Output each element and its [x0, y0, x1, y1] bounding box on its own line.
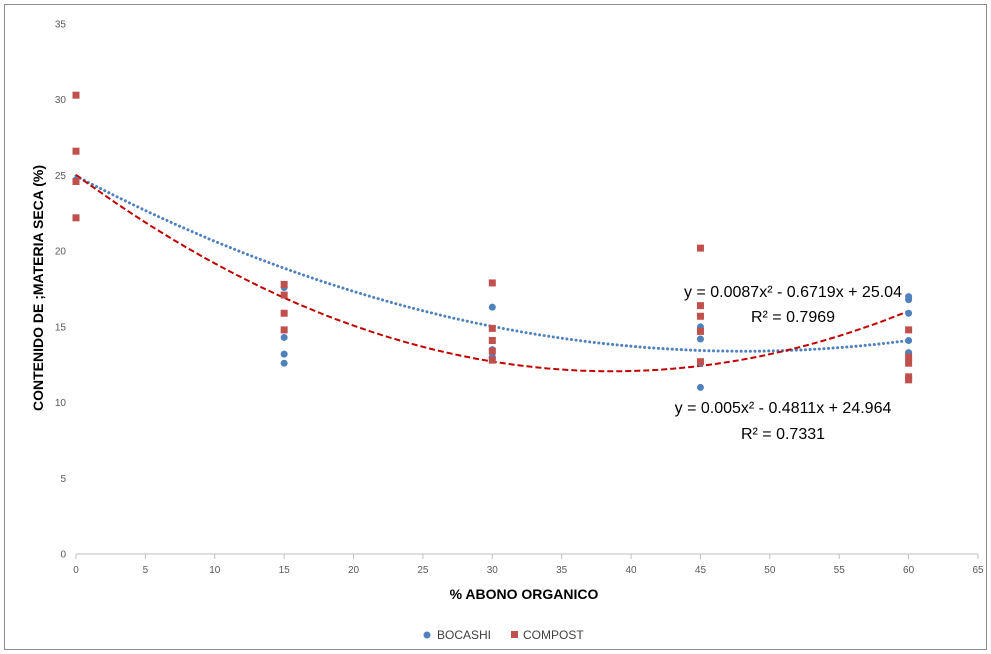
compost-point	[280, 309, 288, 317]
legend: BOCASHI COMPOST	[423, 628, 584, 642]
compost-point	[280, 326, 288, 334]
compost-point	[696, 327, 704, 335]
y-tick-label: 5	[60, 474, 66, 485]
legend-label-bocashi: BOCASHI	[437, 628, 491, 642]
x-tick-label: 25	[417, 565, 429, 576]
compost-point	[905, 376, 913, 384]
bocashi-point	[905, 296, 913, 304]
bocashi-trendline	[74, 174, 911, 353]
compost-point	[72, 214, 80, 222]
x-tick-label: 20	[348, 565, 360, 576]
compost-point	[72, 177, 80, 185]
x-axis-ticks: 0 5 10 15 20 25 30 35 40 45 50 55 60 65	[73, 554, 984, 576]
x-tick-label: 30	[487, 565, 499, 576]
legend-label-compost: COMPOST	[523, 628, 584, 642]
bocashi-r2: R² = 0.7331	[741, 426, 825, 443]
compost-point	[280, 280, 288, 288]
compost-point	[488, 356, 496, 364]
compost-point	[488, 324, 496, 332]
x-tick-label: 50	[764, 565, 776, 576]
x-tick-label: 65	[972, 565, 984, 576]
x-tick-label: 5	[143, 565, 149, 576]
data-points	[72, 91, 913, 391]
compost-equation: y = 0.0087x² - 0.6719x + 25.04	[684, 284, 902, 301]
x-tick-label: 15	[279, 565, 291, 576]
bocashi-point	[905, 309, 913, 317]
compost-point	[905, 359, 913, 367]
bocashi-point	[696, 335, 704, 343]
x-tick-label: 10	[209, 565, 221, 576]
bocashi-point	[280, 350, 288, 358]
y-tick-label: 25	[55, 171, 67, 182]
x-tick-label: 35	[556, 565, 568, 576]
compost-point	[488, 279, 496, 287]
bocashi-point	[905, 336, 913, 344]
bocashi-point	[488, 303, 496, 311]
compost-point	[488, 347, 496, 355]
bocashi-equation: y = 0.005x² - 0.4811x + 24.964	[675, 400, 892, 417]
y-axis-ticks: 0 5 10 15 20 25 30 35	[55, 20, 67, 561]
compost-point	[696, 302, 704, 310]
bocashi-point	[280, 359, 288, 367]
compost-point	[280, 291, 288, 299]
compost-point	[696, 358, 704, 366]
compost-point	[72, 91, 80, 99]
x-tick-label: 40	[626, 565, 638, 576]
legend-marker-bocashi	[423, 631, 431, 639]
x-tick-label: 55	[834, 565, 846, 576]
compost-point	[488, 336, 496, 344]
x-tick-label: 45	[695, 565, 707, 576]
bocashi-point	[696, 383, 704, 391]
compost-point	[72, 147, 80, 155]
x-axis-title: % ABONO ORGANICO	[450, 586, 599, 602]
x-tick-label: 0	[73, 565, 79, 576]
y-tick-label: 0	[60, 550, 66, 561]
y-tick-label: 10	[55, 398, 67, 409]
compost-point	[905, 326, 913, 334]
compost-point	[905, 353, 913, 361]
legend-marker-compost	[511, 631, 518, 638]
x-tick-label: 60	[903, 565, 915, 576]
y-tick-label: 30	[55, 95, 67, 106]
bocashi-point	[280, 333, 288, 341]
y-tick-label: 20	[55, 247, 67, 258]
compost-r2: R² = 0.7969	[751, 309, 835, 326]
compost-point	[696, 312, 704, 320]
y-tick-label: 35	[55, 20, 67, 31]
y-axis-title: CONTENIDO DE ;MATERIA SECA (%)	[30, 165, 46, 411]
compost-point	[696, 244, 704, 252]
y-tick-label: 15	[55, 322, 67, 333]
